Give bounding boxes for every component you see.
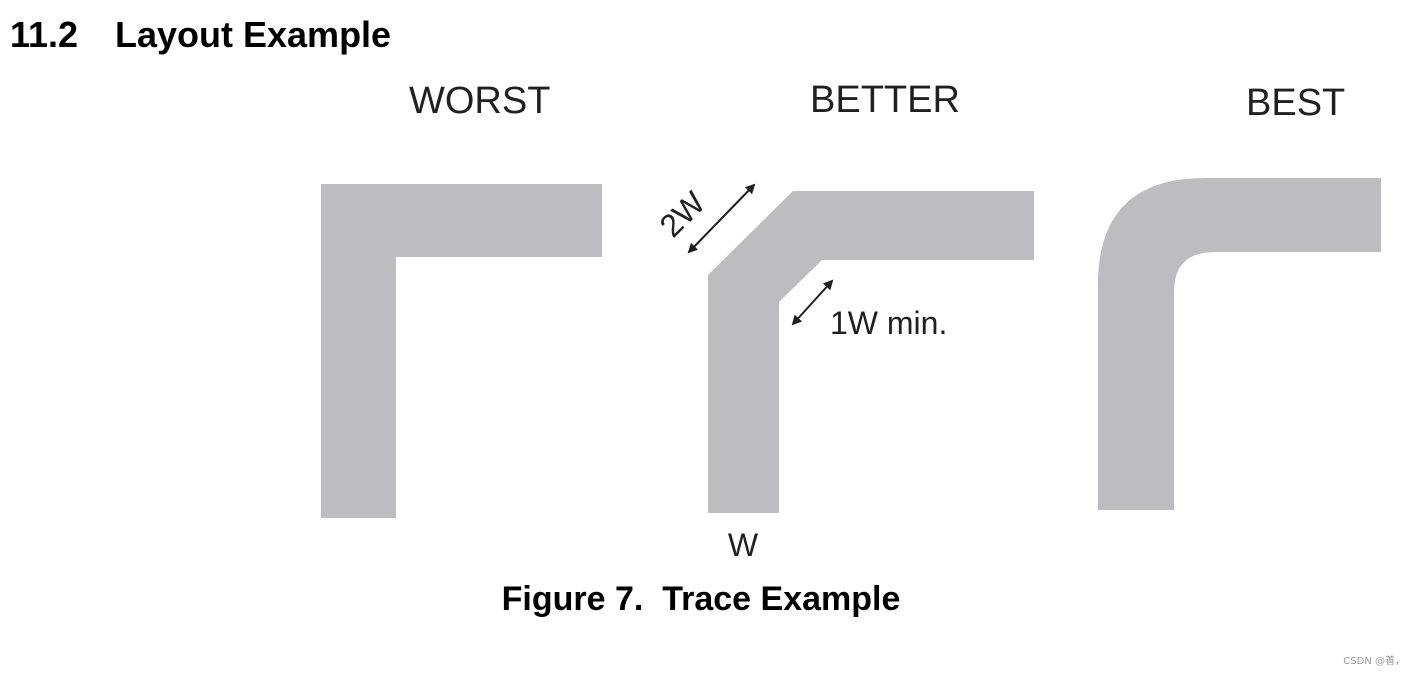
label-worst: WORST	[409, 80, 551, 122]
trace-worst-right-angle	[321, 184, 602, 518]
trace-better-chamfered	[708, 191, 1034, 513]
label-1w-min: 1W min.	[830, 305, 947, 341]
dimension-arrow-1w-min	[791, 279, 834, 326]
section-heading: 11.2 Layout Example	[10, 14, 391, 56]
label-2w: 2W	[653, 184, 713, 244]
label-best: BEST	[1246, 82, 1346, 124]
label-w: W	[728, 527, 759, 563]
dimension-arrow-2w	[687, 183, 756, 254]
section-title: Layout Example	[115, 14, 392, 55]
label-better: BETTER	[810, 79, 960, 121]
figure-caption: Figure 7. Trace Example	[501, 580, 901, 618]
trace-best-rounded	[1098, 178, 1381, 510]
watermark: CSDN @善，	[1343, 656, 1405, 667]
section-number: 11.2	[10, 14, 79, 55]
